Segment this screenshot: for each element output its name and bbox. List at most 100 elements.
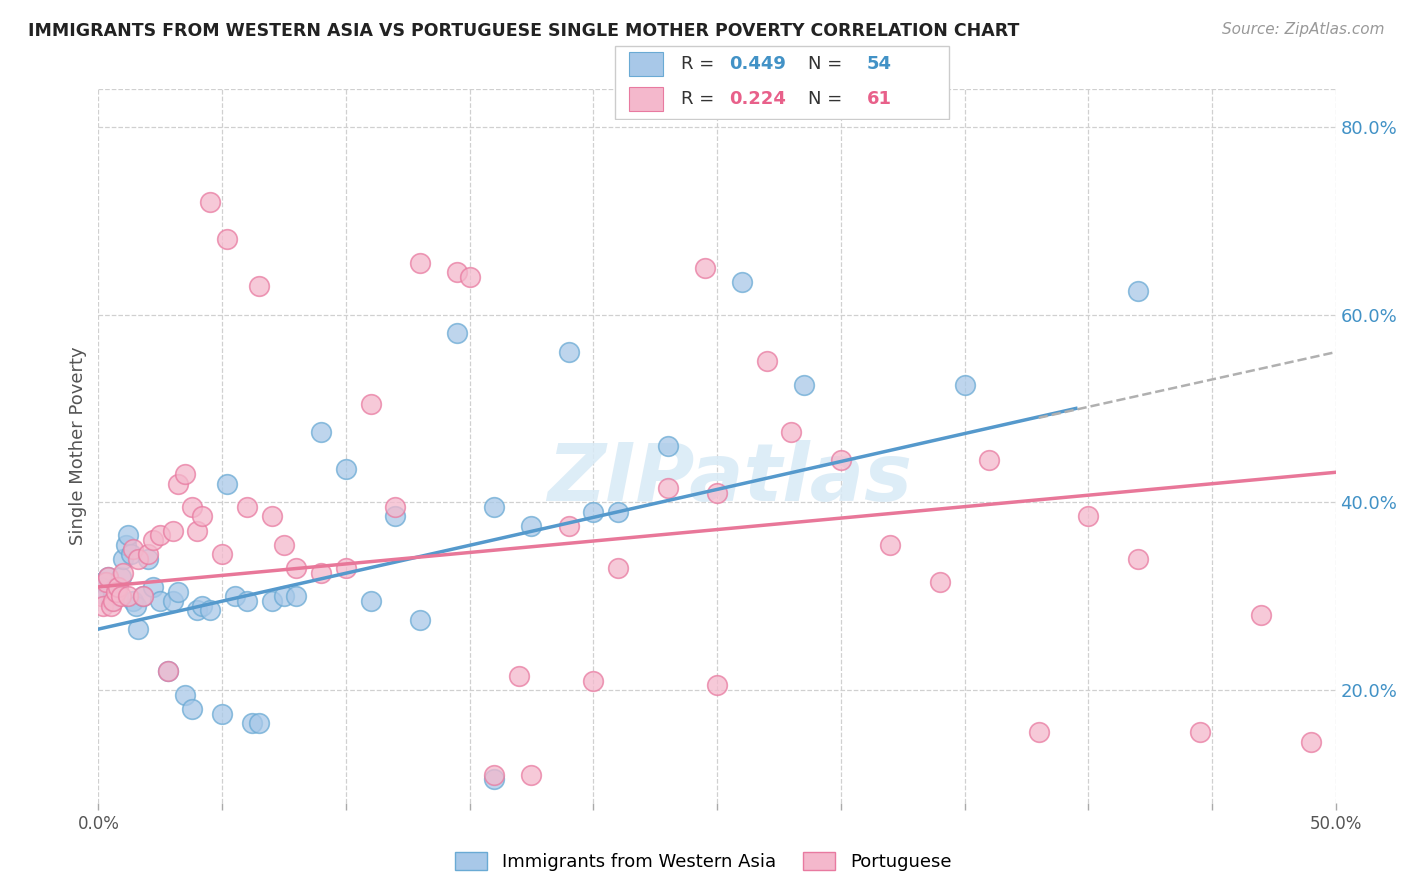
Point — [90, 580, 112, 594]
Point — [309, 425, 332, 439]
Point — [755, 354, 778, 368]
Point — [360, 397, 382, 411]
Point — [607, 561, 630, 575]
Point — [117, 528, 139, 542]
Point — [94, 589, 117, 603]
Point — [285, 589, 308, 603]
Point — [156, 665, 179, 679]
Point — [693, 260, 716, 275]
Point — [181, 702, 204, 716]
Point — [446, 326, 468, 341]
Point — [174, 467, 197, 482]
Point — [191, 509, 214, 524]
Point — [100, 599, 122, 613]
Point — [107, 589, 129, 603]
FancyBboxPatch shape — [614, 46, 949, 119]
Point — [127, 551, 149, 566]
Text: IMMIGRANTS FROM WESTERN ASIA VS PORTUGUESE SINGLE MOTHER POVERTY CORRELATION CHA: IMMIGRANTS FROM WESTERN ASIA VS PORTUGUE… — [28, 22, 1019, 40]
Point — [607, 505, 630, 519]
Point — [104, 584, 127, 599]
Point — [149, 528, 172, 542]
Text: ZIPatlas: ZIPatlas — [547, 440, 912, 518]
Point — [162, 594, 184, 608]
Point — [979, 453, 1001, 467]
Point — [103, 594, 125, 608]
Point — [124, 599, 146, 613]
Point — [93, 599, 115, 613]
Point — [236, 500, 259, 514]
Point — [217, 476, 239, 491]
Point — [211, 706, 233, 721]
Text: Source: ZipAtlas.com: Source: ZipAtlas.com — [1222, 22, 1385, 37]
Text: R =: R = — [681, 90, 720, 108]
Point — [879, 538, 901, 552]
Point — [90, 589, 112, 603]
Point — [458, 270, 481, 285]
Point — [211, 547, 233, 561]
Text: N =: N = — [808, 90, 848, 108]
Point — [97, 570, 120, 584]
Point — [446, 265, 468, 279]
Point — [198, 603, 221, 617]
Bar — [628, 52, 664, 77]
Point — [149, 594, 172, 608]
Point — [110, 570, 132, 584]
Point — [94, 575, 117, 590]
Point — [1028, 725, 1050, 739]
Point — [484, 500, 506, 514]
Point — [384, 500, 406, 514]
Point — [186, 603, 208, 617]
Point — [1126, 284, 1149, 298]
Point — [162, 524, 184, 538]
Point — [1077, 509, 1099, 524]
Point — [114, 538, 136, 552]
Point — [103, 584, 125, 599]
Point — [484, 772, 506, 787]
Point — [247, 279, 270, 293]
Point — [582, 673, 605, 688]
Point — [582, 505, 605, 519]
Point — [122, 542, 145, 557]
Point — [132, 589, 155, 603]
Point — [112, 566, 135, 580]
Point — [132, 589, 155, 603]
Point — [166, 476, 188, 491]
Point — [360, 594, 382, 608]
Point — [1188, 725, 1211, 739]
Point — [166, 584, 188, 599]
Point — [273, 589, 295, 603]
Point — [557, 518, 579, 533]
Text: 61: 61 — [866, 90, 891, 108]
Point — [136, 547, 159, 561]
Point — [240, 716, 263, 731]
Point — [830, 453, 852, 467]
Point — [142, 533, 165, 547]
Point — [273, 538, 295, 552]
Point — [142, 580, 165, 594]
Point — [224, 589, 246, 603]
Text: R =: R = — [681, 55, 720, 73]
Point — [100, 594, 122, 608]
Point — [120, 547, 142, 561]
Point — [520, 518, 543, 533]
Point — [384, 509, 406, 524]
Point — [191, 599, 214, 613]
Text: N =: N = — [808, 55, 848, 73]
Text: 54: 54 — [866, 55, 891, 73]
Point — [104, 580, 127, 594]
Point — [780, 425, 803, 439]
Point — [484, 767, 506, 781]
Point — [217, 232, 239, 246]
Point — [1250, 607, 1272, 622]
Point — [122, 594, 145, 608]
Point — [520, 767, 543, 781]
Point — [731, 275, 754, 289]
Point — [793, 378, 815, 392]
Point — [335, 561, 357, 575]
Point — [260, 594, 283, 608]
Point — [186, 524, 208, 538]
Point — [198, 194, 221, 209]
Point — [156, 665, 179, 679]
Point — [557, 345, 579, 359]
Point — [409, 613, 432, 627]
